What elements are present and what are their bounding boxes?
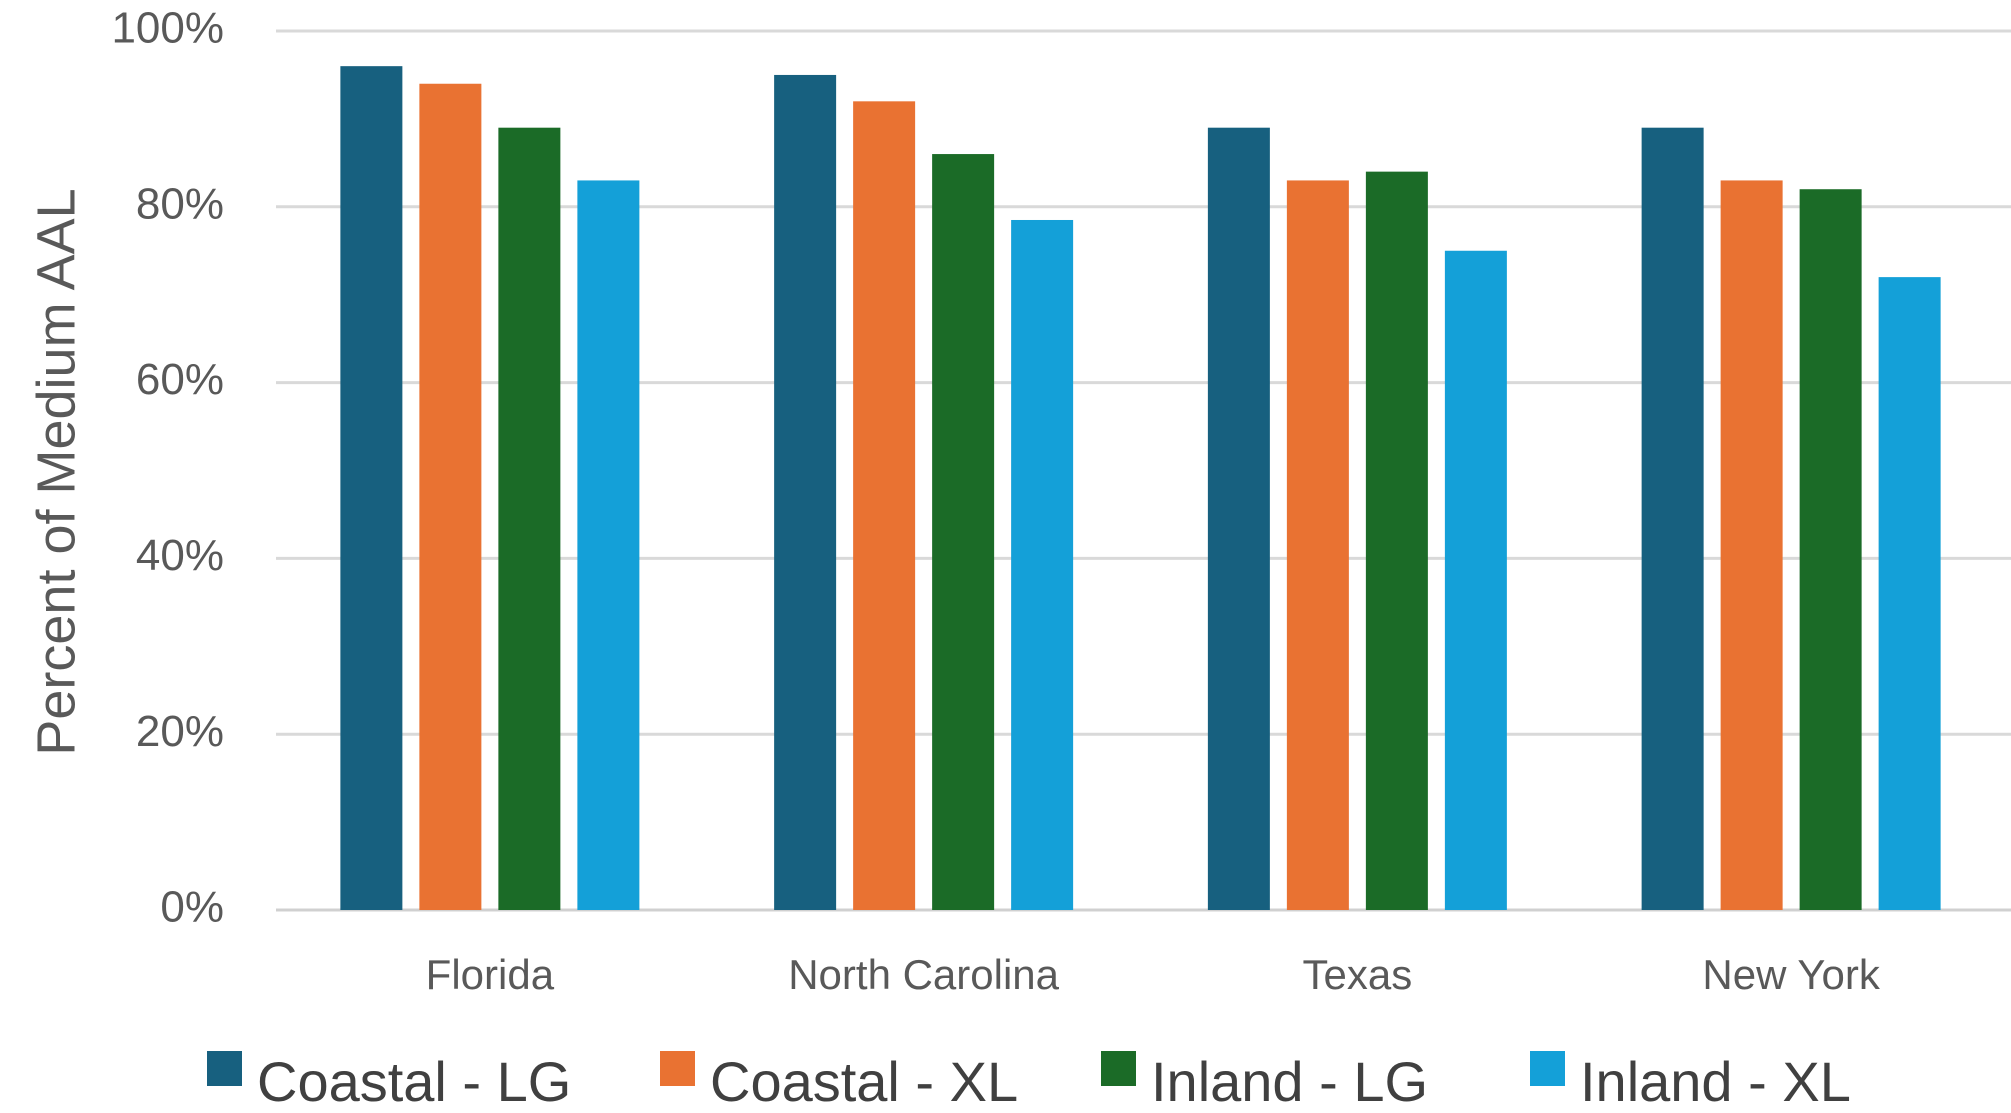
y-tick-label: 40% [136,531,224,580]
bar-inland-lg-texas [1365,171,1428,910]
legend-swatch [1530,1051,1565,1086]
legend: Coastal - LG Coastal - XL Inland - LG Inlan… [207,1050,1851,1113]
x-category-label: North Carolina [788,951,1059,998]
x-category-label: Florida [426,951,555,998]
bar-coastal-xl-texas [1286,180,1349,910]
bar-coastal-lg-new-york [1641,127,1704,910]
legend-swatch [1101,1051,1136,1086]
y-tick-label: 0% [160,883,224,932]
y-axis-tick-labels: 0% 20% 40% 60% 80% 100% [111,4,224,932]
x-category-label: Texas [1303,951,1413,998]
bar-coastal-lg-north-carolina [774,74,837,910]
x-category-label: New York [1702,951,1880,998]
legend-swatch [660,1051,695,1086]
y-tick-label: 20% [136,707,224,756]
bar-inland-xl-new-york [1878,277,1941,910]
bar-coastal-xl-north-carolina [853,101,916,910]
legend-label: Inland - LG [1151,1050,1428,1113]
y-axis-title: Percent of Medium AAL [26,188,86,755]
bar-inland-lg-new-york [1799,189,1862,911]
bar-coastal-lg-florida [340,66,403,910]
y-tick-label: 100% [111,4,224,53]
y-tick-label: 80% [136,179,224,228]
bar-inland-xl-texas [1444,250,1507,910]
bar-inland-xl-florida [577,180,640,910]
bars [340,66,1941,911]
bar-inland-lg-north-carolina [932,154,995,910]
bar-inland-xl-north-carolina [1011,219,1074,911]
legend-label: Coastal - LG [257,1050,571,1113]
bar-coastal-xl-florida [419,83,482,911]
x-axis-category-labels: Florida North Carolina Texas New York [426,951,1881,998]
legend-swatch [207,1051,242,1086]
bar-coastal-lg-texas [1207,127,1270,910]
legend-label: Inland - XL [1580,1050,1851,1113]
y-tick-label: 60% [136,355,224,404]
legend-label: Coastal - XL [710,1050,1018,1113]
bar-inland-lg-florida [498,127,561,910]
bar-coastal-xl-new-york [1720,180,1783,910]
